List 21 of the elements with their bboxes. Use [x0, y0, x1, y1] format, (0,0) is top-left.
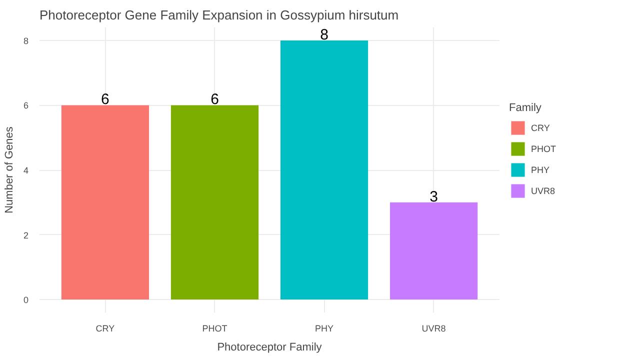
legend-title: Family [509, 102, 542, 114]
y-tick-label: 2 [23, 230, 29, 240]
x-axis-title: Photoreceptor Family [217, 342, 322, 354]
legend-label: UVR8 [531, 186, 556, 196]
y-tick-label: 0 [23, 295, 29, 306]
data-label: 8 [320, 26, 328, 44]
x-tick-label: UVR8 [422, 324, 446, 334]
y-tick-label: 8 [23, 36, 29, 46]
y-tick-label: 6 [23, 100, 29, 111]
data-label: 6 [210, 91, 219, 108]
data-label: 3 [430, 188, 438, 206]
legend-label: PHY [531, 164, 551, 174]
x-tick-label: PHY [315, 324, 334, 334]
x-tick-label: CRY [96, 324, 115, 334]
legend-label: CRY [531, 122, 551, 132]
data-label: 6 [101, 91, 110, 108]
y-axis-title: Number of Genes [3, 126, 16, 214]
x-tick-label: PHOT [202, 324, 228, 334]
chart-title: Photoreceptor Gene Family Expansion in Gossypium hirsutum [40, 8, 399, 22]
legend-label: PHOT [531, 144, 556, 154]
y-tick-label: 4 [23, 166, 29, 176]
